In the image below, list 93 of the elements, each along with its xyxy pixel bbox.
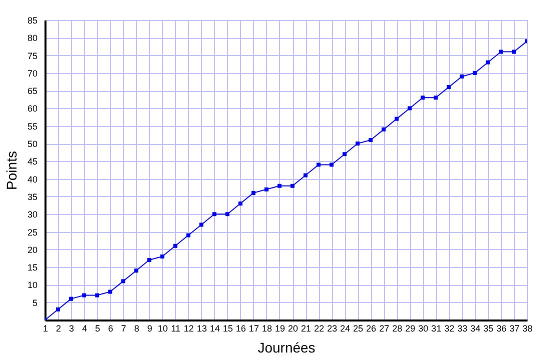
point <box>108 290 112 294</box>
point <box>147 258 152 262</box>
point <box>95 293 100 298</box>
x-tick-label: 24 <box>340 324 350 334</box>
point <box>460 74 464 78</box>
point <box>290 184 295 188</box>
point <box>134 268 138 273</box>
x-tick-label: 34 <box>470 324 480 334</box>
y-tick-label: 85 <box>27 16 38 26</box>
x-tick-label: 22 <box>314 324 324 334</box>
y-tick-label: 65 <box>27 86 38 96</box>
y-tick-label: 55 <box>27 121 38 132</box>
point <box>394 116 399 121</box>
y-tick-label: 80 <box>27 33 38 44</box>
y-tick-label: 75 <box>27 50 38 61</box>
x-tick-label: 4 <box>82 324 88 334</box>
point <box>304 173 308 178</box>
y-tick-label: 70 <box>27 68 38 78</box>
x-tick-label: 33 <box>457 324 468 334</box>
y-tick-label: 5 <box>32 298 38 308</box>
point <box>199 222 204 227</box>
x-tick-label: 15 <box>222 324 233 334</box>
y-tick-label: 50 <box>27 139 38 150</box>
y-tick-label: 25 <box>27 227 38 238</box>
point <box>316 162 321 167</box>
x-tick-label: 26 <box>366 324 376 334</box>
point <box>408 106 412 110</box>
point <box>382 127 386 132</box>
x-tick-label: 9 <box>147 324 152 334</box>
point <box>160 254 164 258</box>
y-tick-label: 20 <box>27 244 38 255</box>
point <box>420 96 425 100</box>
y-tick-label: 30 <box>27 210 38 220</box>
x-tick-label: 28 <box>392 324 402 334</box>
y-axis-title: Points <box>3 151 20 190</box>
x-tick-label: 2 <box>56 324 62 334</box>
x-tick-label: 29 <box>405 324 416 334</box>
point <box>121 279 126 284</box>
point <box>251 190 256 195</box>
y-tick-label: 15 <box>27 262 38 273</box>
x-tick-label: 7 <box>121 324 126 334</box>
x-tick-label: 6 <box>108 324 114 334</box>
x-tick-label: 11 <box>171 324 180 334</box>
x-tick-label: 23 <box>327 324 338 334</box>
x-tick-label: 36 <box>496 324 506 334</box>
point <box>472 70 477 75</box>
point <box>330 162 334 167</box>
x-tick-label: 21 <box>301 324 312 334</box>
x-tick-label: 5 <box>95 324 100 334</box>
point <box>238 202 242 206</box>
x-axis-title: Journées <box>258 340 316 356</box>
x-tick-label: 37 <box>509 324 520 334</box>
x-tick-label: 38 <box>522 324 533 334</box>
point <box>56 307 60 312</box>
point <box>446 85 451 90</box>
point <box>434 96 438 100</box>
x-tick-label: 20 <box>288 324 298 334</box>
y-tick-label: 35 <box>27 192 38 202</box>
x-tick-label: 1 <box>42 324 48 334</box>
x-tick-label: 32 <box>444 324 454 334</box>
point <box>212 212 216 216</box>
x-tick-label: 25 <box>353 324 364 334</box>
point <box>498 50 503 54</box>
point <box>82 293 86 298</box>
y-tick-label: 40 <box>27 174 38 184</box>
x-tick-label: 16 <box>236 324 246 334</box>
point <box>69 296 74 301</box>
x-tick-label: 18 <box>262 324 272 334</box>
x-tick-label: 17 <box>248 324 259 334</box>
y-tick-label: 10 <box>27 280 38 290</box>
x-tick-label: 19 <box>274 324 285 334</box>
point <box>356 142 360 146</box>
point <box>512 50 516 54</box>
point <box>342 152 347 156</box>
point <box>186 233 190 238</box>
x-tick-label: 35 <box>483 324 494 334</box>
x-tick-label: 13 <box>196 324 207 334</box>
x-tick-label: 30 <box>418 324 428 334</box>
x-tick-label: 10 <box>158 324 168 334</box>
point <box>264 187 268 192</box>
y-tick-label: 60 <box>27 104 38 114</box>
point <box>368 138 373 142</box>
y-tick-label: 45 <box>27 156 38 167</box>
point <box>486 60 490 64</box>
x-tick-label: 3 <box>69 324 74 334</box>
x-tick-label: 12 <box>184 324 194 334</box>
point <box>225 212 230 216</box>
point <box>173 244 178 248</box>
x-tick-label: 31 <box>431 324 442 334</box>
x-tick-label: 14 <box>210 324 220 334</box>
point <box>277 184 282 188</box>
x-tick-label: 8 <box>134 324 140 334</box>
x-tick-label: 27 <box>379 324 390 334</box>
